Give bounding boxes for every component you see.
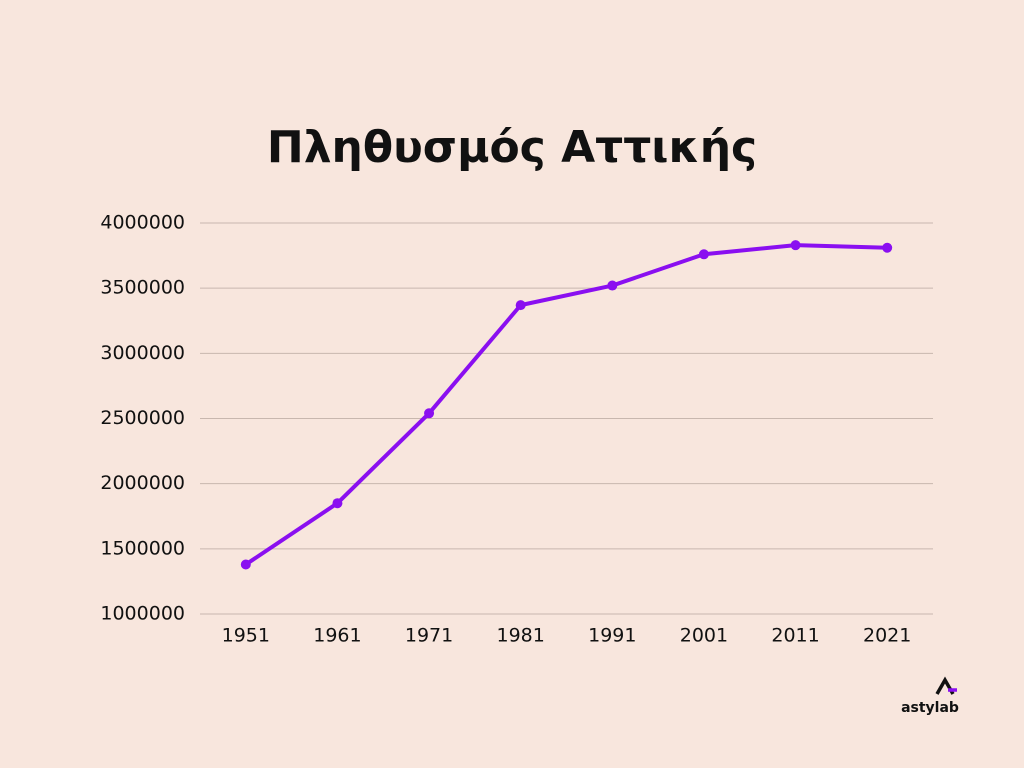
x-tick-label: 1961 [313,625,361,647]
y-tick-label: 1000000 [100,603,185,625]
data-point [424,408,435,419]
x-tick-label: 2001 [680,625,728,647]
logo-text: astylab [901,700,959,716]
data-point [332,498,343,509]
x-tick-label: 1981 [497,625,545,647]
data-point [515,300,526,311]
y-tick-label: 2500000 [100,407,185,429]
logo-icon [935,676,955,695]
data-point [790,240,801,251]
y-tick-label: 3500000 [100,277,185,299]
chart-title: Πληθυσμός Αττικής [267,122,757,173]
data-point [240,559,251,570]
data-point [882,242,893,253]
data-line [244,243,888,567]
x-tick-label: 1971 [405,625,453,647]
x-tick-label: 1991 [588,625,636,647]
x-tick-label: 2021 [863,625,911,647]
y-tick-label: 2000000 [100,472,185,494]
x-tick-label: 1951 [222,625,270,647]
logo: astylab [901,676,959,716]
y-tick-label: 3000000 [100,342,185,364]
data-point [607,280,618,291]
data-point [698,249,709,260]
y-tick-label: 4000000 [100,212,185,234]
x-tick-label: 2011 [771,625,819,647]
y-tick-label: 1500000 [100,537,185,559]
